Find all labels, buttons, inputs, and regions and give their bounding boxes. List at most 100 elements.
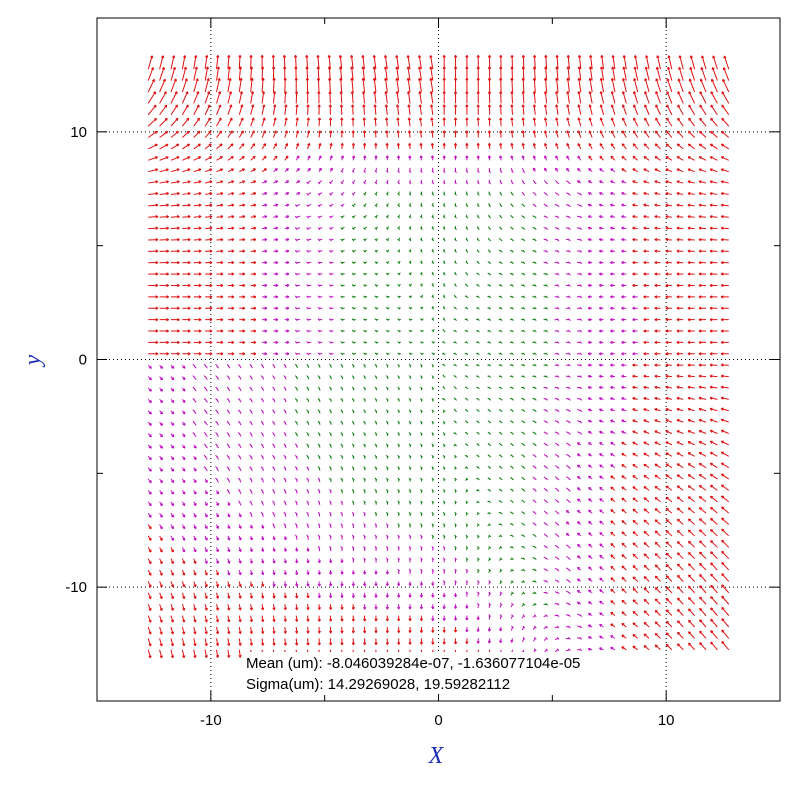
vector-arrow bbox=[554, 192, 560, 196]
vector-arrow bbox=[587, 295, 593, 299]
vector-arrow bbox=[215, 581, 220, 588]
vector-arrow bbox=[272, 420, 276, 426]
vector-arrow bbox=[396, 117, 400, 127]
vector-arrow bbox=[147, 558, 152, 565]
vector-arrow bbox=[521, 511, 526, 515]
vector-arrow bbox=[621, 646, 627, 651]
vector-arrow bbox=[272, 604, 276, 611]
vector-arrow bbox=[260, 489, 264, 494]
vector-arrow bbox=[543, 329, 548, 333]
vector-arrow bbox=[654, 363, 661, 367]
vector-arrow bbox=[431, 352, 436, 356]
vector-arrow bbox=[654, 249, 661, 253]
vector-arrow bbox=[193, 156, 202, 161]
vector-arrow bbox=[408, 534, 412, 540]
vector-arrow bbox=[227, 168, 235, 173]
vector-arrow bbox=[709, 462, 718, 469]
vector-arrow bbox=[587, 408, 593, 412]
vector-arrow bbox=[487, 54, 492, 70]
vector-arrow bbox=[284, 318, 290, 322]
vector-arrow bbox=[431, 615, 435, 621]
vector-arrow bbox=[710, 517, 718, 525]
vector-arrow bbox=[709, 260, 718, 265]
vector-arrow bbox=[205, 180, 213, 184]
vector-arrow bbox=[666, 104, 673, 115]
vector-arrow bbox=[577, 613, 583, 617]
vector-arrow bbox=[408, 155, 412, 161]
vector-arrow bbox=[521, 545, 526, 549]
vector-arrow bbox=[543, 143, 548, 150]
vector-arrow bbox=[420, 318, 424, 322]
vector-arrow bbox=[498, 523, 503, 526]
vector-arrow bbox=[543, 238, 548, 242]
vector-arrow bbox=[621, 340, 627, 345]
vector-arrow bbox=[261, 130, 266, 138]
vector-arrow bbox=[351, 523, 355, 528]
vector-arrow bbox=[721, 629, 730, 639]
vector-arrow bbox=[374, 626, 378, 634]
vector-arrow bbox=[532, 431, 537, 435]
vector-arrow bbox=[499, 104, 503, 115]
vector-arrow bbox=[408, 237, 412, 242]
vector-arrow bbox=[170, 478, 175, 484]
vector-arrow bbox=[676, 529, 684, 537]
vector-arrow bbox=[283, 581, 287, 587]
vector-arrow bbox=[216, 490, 219, 495]
vector-arrow bbox=[374, 397, 378, 402]
vector-arrow bbox=[420, 523, 423, 528]
vector-arrow bbox=[340, 604, 344, 610]
vector-arrow bbox=[294, 523, 298, 529]
vector-arrow bbox=[454, 557, 457, 562]
vector-arrow bbox=[487, 143, 492, 149]
vector-arrow bbox=[429, 91, 434, 104]
vector-arrow bbox=[699, 518, 707, 525]
vector-arrow bbox=[453, 130, 458, 138]
vector-arrow bbox=[283, 432, 287, 437]
vector-arrow bbox=[420, 409, 423, 413]
vector-arrow bbox=[521, 522, 526, 526]
vector-arrow bbox=[676, 226, 684, 230]
vector-arrow bbox=[272, 91, 277, 104]
vector-arrow bbox=[510, 130, 514, 138]
vector-arrow bbox=[338, 55, 343, 70]
vector-arrow bbox=[284, 226, 290, 230]
vector-arrow bbox=[193, 203, 202, 207]
vector-arrow bbox=[621, 634, 627, 639]
vector-arrow bbox=[227, 91, 233, 104]
vector-arrow bbox=[621, 385, 627, 390]
vector-arrow bbox=[193, 283, 202, 288]
vector-arrow bbox=[687, 340, 695, 345]
vector-arrow bbox=[203, 375, 208, 380]
vector-arrow bbox=[600, 66, 605, 81]
vector-arrow bbox=[699, 91, 707, 104]
vector-arrow bbox=[654, 385, 661, 389]
vector-arrow bbox=[687, 168, 695, 173]
vector-arrow bbox=[340, 523, 344, 529]
vector-arrow bbox=[676, 507, 684, 514]
vector-arrow bbox=[442, 271, 446, 276]
vector-arrow bbox=[237, 409, 242, 414]
vector-arrow bbox=[283, 443, 287, 448]
vector-arrow bbox=[373, 104, 377, 115]
vector-arrow bbox=[294, 250, 301, 253]
vector-arrow bbox=[699, 630, 707, 639]
vector-arrow bbox=[203, 397, 208, 403]
vector-arrow bbox=[239, 226, 246, 230]
vector-arrow bbox=[476, 443, 480, 447]
vector-arrow bbox=[521, 591, 526, 595]
vector-arrow bbox=[688, 78, 696, 93]
vector-arrow bbox=[499, 155, 503, 161]
vector-arrow bbox=[340, 117, 344, 127]
vector-arrow bbox=[654, 452, 661, 457]
vector-arrow bbox=[521, 409, 526, 413]
vector-arrow bbox=[577, 352, 583, 356]
vector-arrow bbox=[667, 66, 673, 81]
vector-arrow bbox=[260, 466, 265, 471]
vector-arrow bbox=[676, 156, 684, 161]
vector-arrow bbox=[643, 352, 650, 356]
vector-arrow bbox=[521, 534, 526, 538]
vector-arrow bbox=[181, 91, 189, 104]
vector-arrow bbox=[600, 55, 605, 70]
vector-arrow bbox=[442, 443, 446, 448]
vector-arrow bbox=[611, 55, 616, 70]
